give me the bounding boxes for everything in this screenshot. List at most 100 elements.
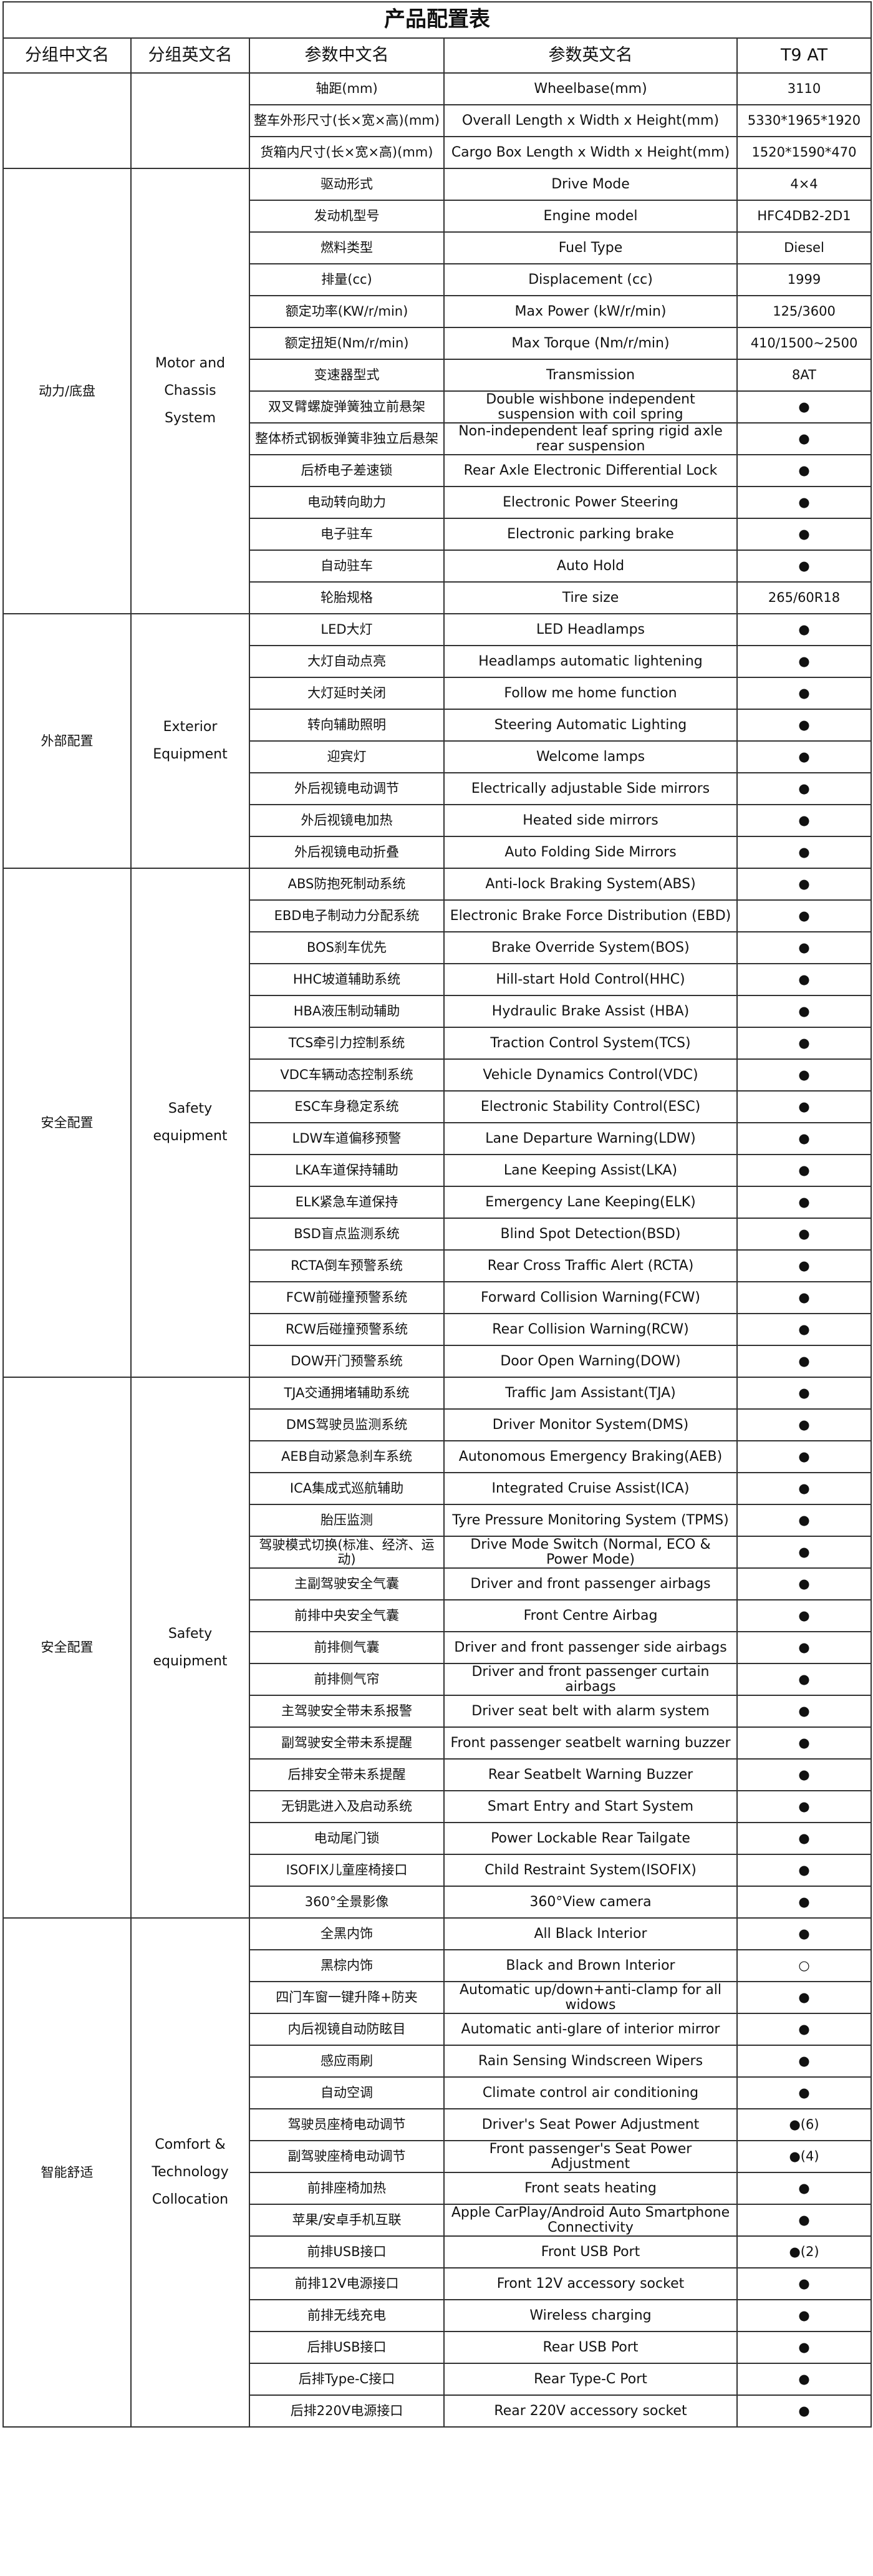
param-en: Drive Mode (443, 168, 738, 201)
param-en: LED Headlamps (443, 613, 738, 646)
param-en: Rear Type-C Port (443, 2363, 738, 2396)
spec-row: ESC车身稳定系统 Electronic Stability Control(ES… (3, 1090, 872, 1123)
param-value: ● (736, 1536, 872, 1569)
group-en (130, 72, 250, 169)
spec-row: 额定功率(KW/r/min) Max Power (kW/r/min) 125/36… (3, 295, 872, 328)
param-value: ● (736, 1504, 872, 1537)
param-value: ● (736, 422, 872, 455)
param-value: ● (736, 740, 872, 773)
param-en: Headlamps automatic lightening (443, 645, 738, 678)
param-cn: 货箱内尺寸(长×宽×高)(mm) (249, 136, 445, 169)
spec-row: ISOFIX儿童座椅接口 Child Restraint System(ISOFI… (3, 1854, 872, 1887)
spec-row: 整车外形尺寸(长×宽×高)(mm) Overall Length x Width … (3, 104, 872, 137)
spec-row: RCTA倒车预警系统 Rear Cross Traffic Alert (RCTA… (3, 1249, 872, 1282)
group-cn (2, 72, 132, 169)
spec-row: 副驾驶座椅电动调节 Front passenger's Seat Power Ad… (3, 2140, 872, 2173)
param-en: Follow me home function (443, 677, 738, 710)
param-en: Non-independent leaf spring rigid axle r… (443, 422, 738, 455)
spec-row: 动力/底盘 Motor and Chassis System 驱动形式 Drive M… (2, 168, 872, 614)
spec-row: 转向辅助照明 Steering Automatic Lighting ● (3, 709, 872, 742)
param-value: ●(4) (736, 2140, 872, 2173)
param-cn: AEB自动紧急刹车系统 (249, 1440, 445, 1473)
param-cn: 外后视镜电动折叠 (249, 836, 445, 869)
param-en: Overall Length x Width x Height(mm) (443, 104, 738, 137)
param-en: Rear Seatbelt Warning Buzzer (443, 1758, 738, 1791)
spec-row: 外后视镜电动调节 Electrically adjustable Side mir… (3, 772, 872, 805)
param-en: Automatic anti-glare of interior mirror (443, 2013, 738, 2046)
param-cn: 前排中央安全气囊 (249, 1599, 445, 1632)
param-en: Front passenger seatbelt warning buzzer (443, 1726, 738, 1760)
param-value: ● (736, 772, 872, 805)
param-cn: 四门车窗一键升降+防夹 (249, 1981, 445, 2014)
param-value: ● (736, 1122, 872, 1155)
param-cn: DMS驾驶员监测系统 (249, 1408, 445, 1441)
param-en: Welcome lamps (443, 740, 738, 773)
param-value: 8AT (736, 359, 872, 392)
param-cn: 轮胎规格 (249, 581, 445, 614)
param-en: Wheelbase(mm) (443, 72, 738, 105)
param-en: Tire size (443, 581, 738, 614)
param-en: Fuel Type (443, 231, 738, 264)
spec-row: 主副驾驶安全气囊 Driver and front passenger airba… (3, 1567, 872, 1600)
param-en: Blind Spot Detection(BSD) (443, 1218, 738, 1251)
param-value: ● (736, 1758, 872, 1791)
spec-row: 外后视镜电加热 Heated side mirrors ● (3, 804, 872, 837)
param-value: ● (736, 2363, 872, 2396)
param-cn: 整体桥式钢板弹簧非独立后悬架 (249, 422, 445, 455)
param-en: Door Open Warning(DOW) (443, 1345, 738, 1378)
param-value: ● (736, 2013, 872, 2046)
param-value: ● (736, 518, 872, 551)
param-en: Hill-start Hold Control(HHC) (443, 963, 738, 996)
param-cn: 全黑内饰 (249, 1917, 445, 1950)
param-en: Rear USB Port (443, 2331, 738, 2364)
param-value: ● (736, 1886, 872, 1919)
spec-row: 感应雨刷 Rain Sensing Windscreen Wipers ● (3, 2045, 872, 2078)
param-cn: 驾驶员座椅电动调节 (249, 2108, 445, 2141)
param-value: 1999 (736, 263, 872, 296)
param-value: 5330*1965*1920 (736, 104, 872, 137)
group-cn: 智能舒适 (2, 1917, 132, 2428)
param-cn: LKA车道保持辅助 (249, 1154, 445, 1187)
param-value: ● (736, 2394, 872, 2428)
param-value: ● (736, 1345, 872, 1378)
param-en: Steering Automatic Lighting (443, 709, 738, 742)
param-cn: 大灯延时关闭 (249, 677, 445, 710)
param-value: ● (736, 1440, 872, 1473)
param-en: Front passenger's Seat Power Adjustment (443, 2140, 738, 2173)
param-value: ● (736, 645, 872, 678)
param-cn: 前排12V电源接口 (249, 2267, 445, 2300)
param-value: Diesel (736, 231, 872, 264)
spec-row: TCS牵引力控制系统 Traction Control System(TCS) ● (3, 1027, 872, 1060)
spec-row: 外部配置 Exterior Equipment LED大灯 LED Headlamps… (2, 613, 872, 869)
param-value: ● (736, 1408, 872, 1441)
param-value: ● (736, 2331, 872, 2364)
title: 产品配置表 (2, 1, 872, 39)
spec-row: 前排座椅加热 Front seats heating ● (3, 2172, 872, 2205)
param-value: ● (736, 1281, 872, 1314)
spec-row: 无钥匙进入及启动系统 Smart Entry and Start System ● (3, 1790, 872, 1823)
spec-row: 前排无线充电 Wireless charging ● (3, 2299, 872, 2332)
param-cn: 副驾驶安全带未系提醒 (249, 1726, 445, 1760)
spec-row: EBD电子制动力分配系统 Electronic Brake Force Distr… (3, 899, 872, 932)
param-en: Anti-lock Braking System(ABS) (443, 868, 738, 901)
param-value: ● (736, 1377, 872, 1410)
header-row: 分组中文名 分组英文名 参数中文名 参数英文名 T9 AT (2, 37, 872, 74)
group-en: Exterior Equipment (130, 613, 250, 869)
param-value: ● (736, 709, 872, 742)
param-value: ● (736, 1917, 872, 1950)
param-cn: BSD盲点监测系统 (249, 1218, 445, 1251)
param-cn: 主副驾驶安全气囊 (249, 1567, 445, 1600)
param-en: Lane Keeping Assist(LKA) (443, 1154, 738, 1187)
spec-row: 后排安全带未系提醒 Rear Seatbelt Warning Buzzer ● (3, 1758, 872, 1791)
param-en: Front 12V accessory socket (443, 2267, 738, 2300)
param-value: ● (736, 1822, 872, 1855)
param-value: ● (736, 550, 872, 583)
param-en: Apple CarPlay/Android Auto Smartphone Co… (443, 2204, 738, 2237)
param-value: ● (736, 390, 872, 424)
column-header: 参数中文名 (249, 37, 445, 74)
param-cn: 大灯自动点亮 (249, 645, 445, 678)
param-en: Power Lockable Rear Tailgate (443, 1822, 738, 1855)
group-cn: 外部配置 (2, 613, 132, 869)
param-value: ● (736, 1186, 872, 1219)
